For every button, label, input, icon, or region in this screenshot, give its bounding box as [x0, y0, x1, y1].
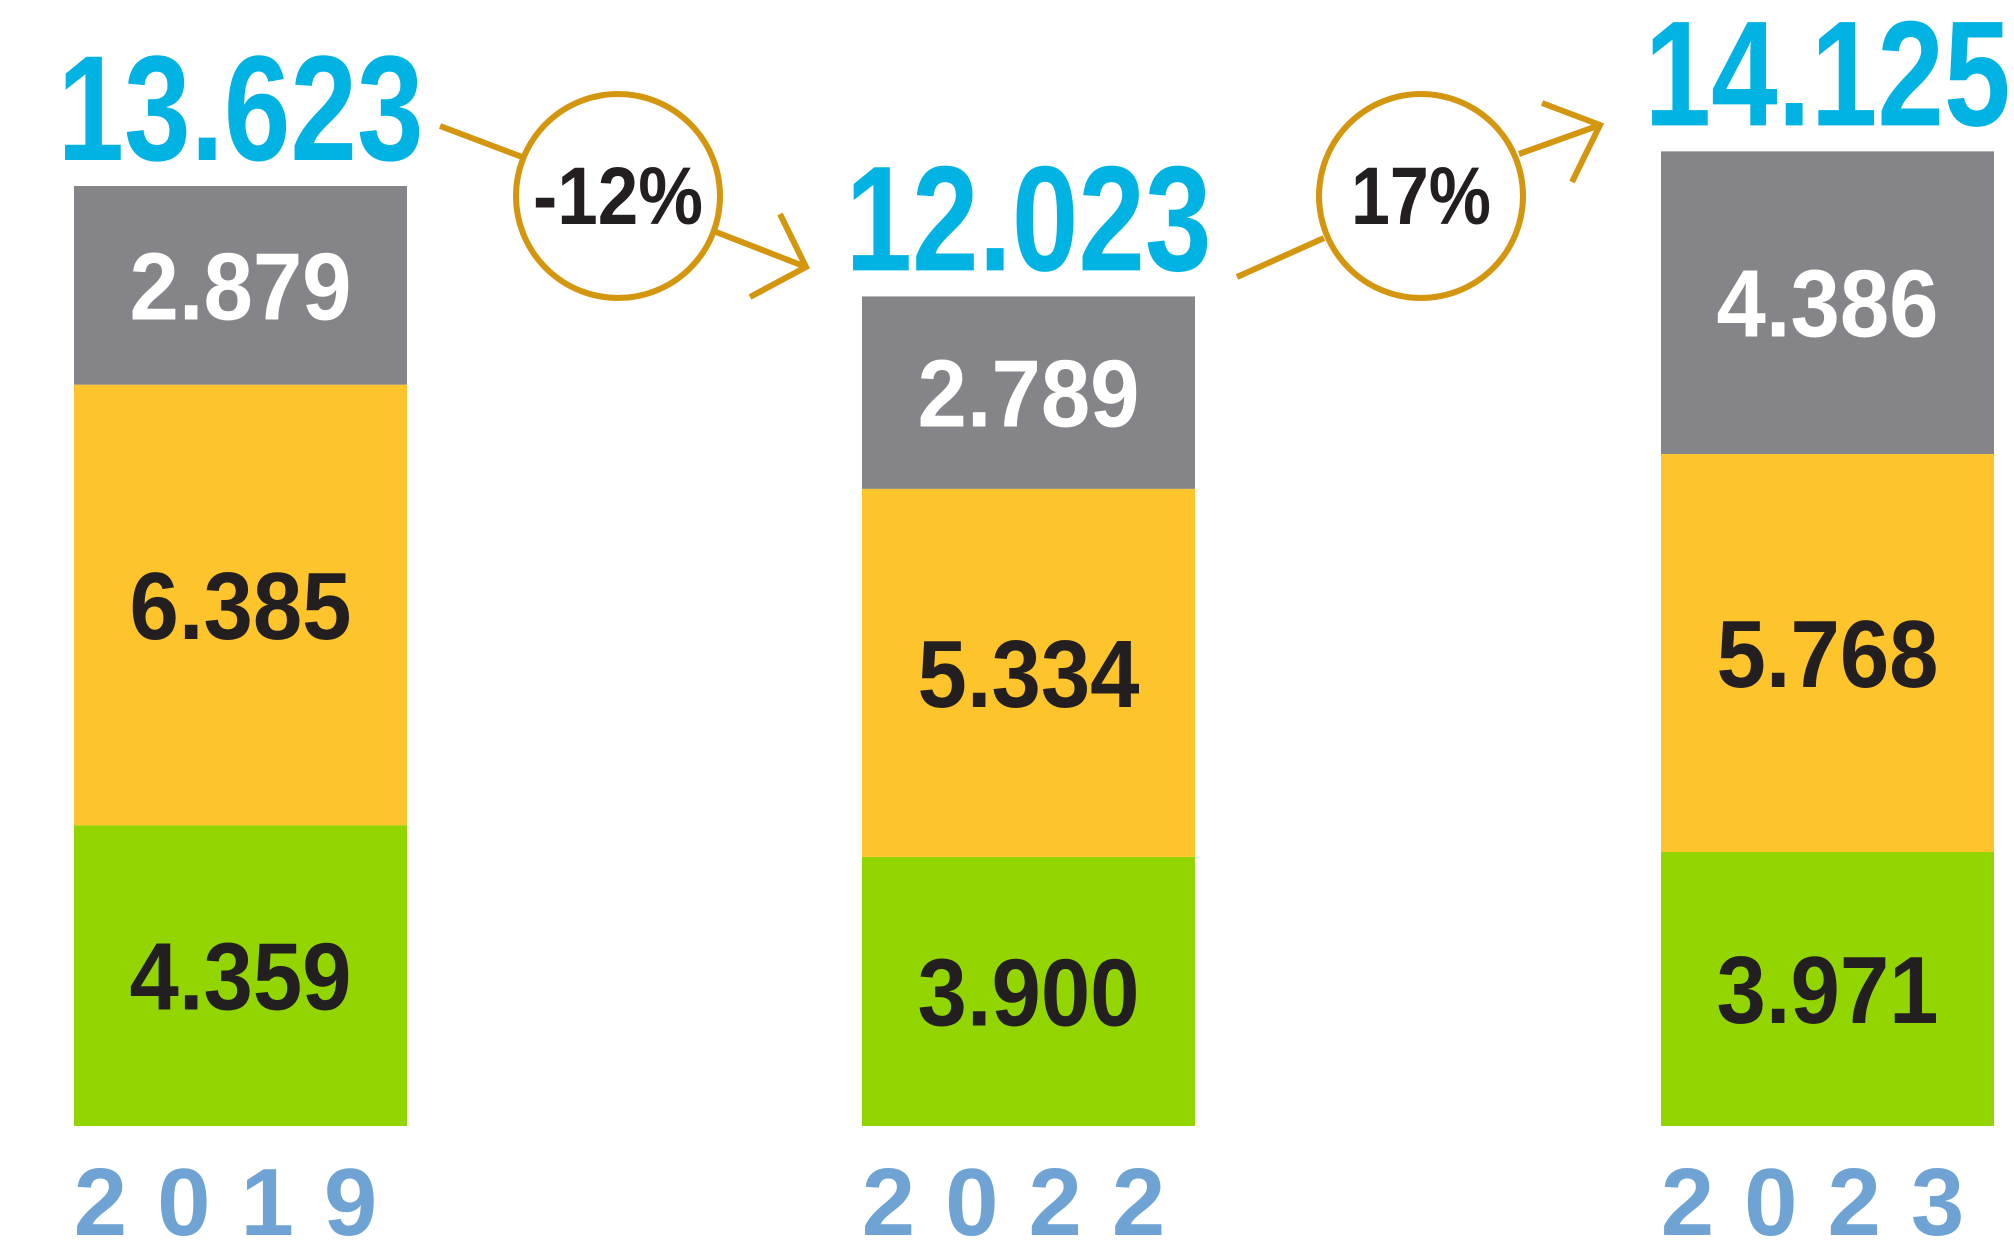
- segment-label: 3.900: [918, 939, 1140, 1046]
- bar-segment: [1661, 852, 1994, 1126]
- bar-segment: [1661, 151, 1994, 455]
- segment-label: 2.789: [918, 341, 1140, 448]
- bar-segment: [862, 488, 1195, 857]
- segment-label: 5.334: [918, 621, 1140, 728]
- bar-segment: [1661, 454, 1994, 853]
- bar-segment: [862, 296, 1195, 489]
- total-label: 12.023: [846, 134, 1212, 302]
- segment-label: 2.879: [130, 233, 352, 340]
- x-tick-label: 2022: [862, 1149, 1196, 1248]
- bar-segment: [862, 856, 1195, 1126]
- change-circle: [513, 91, 723, 301]
- x-tick-label: 2019: [74, 1149, 408, 1248]
- segment-label: 4.386: [1717, 251, 1939, 358]
- arrow: [438, 123, 524, 160]
- segment-label: 4.359: [130, 924, 352, 1031]
- segment-label: 5.768: [1717, 601, 1939, 708]
- change-label: -12%: [533, 151, 703, 242]
- bars: 4.359 6.385 2.879 13.623 2019 3.900 5.334 2.789…: [58, 0, 2011, 1248]
- arrow-head: [1540, 100, 1605, 184]
- arrow-head: [748, 212, 810, 300]
- bar-segment: [74, 384, 407, 826]
- change-2: 17%: [1235, 91, 1605, 301]
- segment-label: 6.385: [130, 553, 352, 660]
- bar-segment: [74, 186, 407, 385]
- x-tick-label: 2023: [1661, 1149, 1995, 1248]
- arrow: [1517, 122, 1602, 157]
- bar-segment: [74, 825, 407, 1126]
- change-1: -12%: [438, 91, 810, 301]
- total-label: 13.623: [58, 24, 424, 192]
- change-circle: [1316, 91, 1526, 301]
- arrow: [714, 229, 808, 270]
- segment-label: 3.971: [1717, 937, 1939, 1044]
- change-label: 17%: [1351, 151, 1491, 242]
- arrow: [1235, 235, 1326, 280]
- total-label: 14.125: [1645, 0, 2011, 157]
